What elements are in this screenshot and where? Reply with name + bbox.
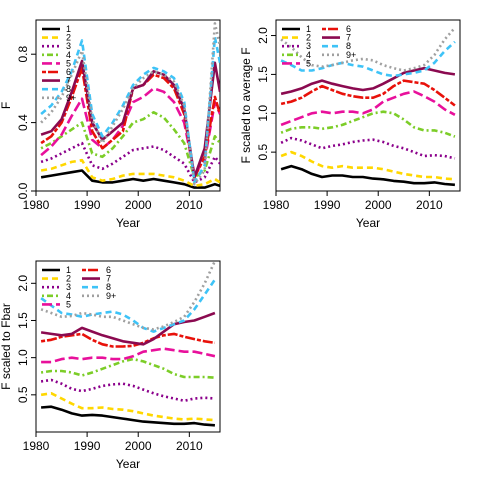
series-line-3: [40, 378, 215, 403]
series-line-4: [40, 111, 220, 179]
legend-label: 7: [66, 76, 71, 86]
series-line-2: [280, 150, 455, 181]
y-tick-label: 1.5: [16, 312, 30, 329]
legend-label: 7: [106, 274, 111, 284]
x-tick-label: 2000: [125, 439, 152, 453]
legend-label: 1: [66, 24, 71, 34]
y-tick-label: 0.5: [16, 386, 30, 403]
series-line-1: [40, 169, 220, 189]
x-axis-label: Year: [116, 457, 140, 471]
y-tick-label: 2.0: [16, 275, 30, 292]
series-line-8: [40, 35, 220, 184]
legend-label: 9+: [66, 93, 76, 103]
y-axis-label: F scaled to Fbar: [0, 303, 13, 390]
y-axis-label: F scaled to average F: [239, 47, 253, 163]
legend-label: 1: [306, 24, 311, 34]
legend-label: 3: [306, 41, 311, 51]
y-tick-label: 0.8: [16, 46, 30, 63]
x-tick-label: 1980: [263, 198, 290, 212]
plot-frame: [35, 260, 221, 433]
legend-label: 6: [66, 67, 71, 77]
series-line-4: [280, 110, 456, 138]
series-line-5: [280, 90, 456, 127]
y-tick-label: 1.0: [256, 105, 270, 122]
legend-label: 8: [66, 84, 71, 94]
x-tick-label: 1980: [23, 439, 50, 453]
series-line-4: [40, 357, 215, 379]
x-axis-label: Year: [356, 216, 380, 230]
legend-label: 7: [346, 33, 351, 43]
legend-label: 9+: [106, 291, 116, 301]
legend-label: 5: [66, 299, 71, 309]
legend-label: 4: [306, 50, 311, 60]
series-line-1: [40, 405, 215, 427]
x-tick-label: 2010: [416, 198, 443, 212]
series-line-7: [280, 66, 456, 96]
chart-panel-2: 1980 1990 2000 2010 0.5 1.0 1.5 2.0 Year F scaled…: [239, 19, 461, 230]
x-tick-label: 1990: [74, 198, 101, 212]
legend-label: 5: [66, 58, 71, 68]
y-tick-label: 1.0: [16, 349, 30, 366]
chart-panel-3: 1980 1990 2000 2010 0.5 1.0 1.5 2.0 Year F scaled…: [0, 260, 221, 471]
legend-label: 8: [346, 41, 351, 51]
series-line-2: [40, 391, 215, 422]
series-line-9+: [40, 22, 220, 186]
legend-label: 9+: [346, 50, 356, 60]
x-tick-label: 2010: [176, 198, 203, 212]
series-line-6: [40, 332, 216, 348]
series-line-6: [280, 79, 456, 107]
series-line-8: [40, 278, 216, 333]
series-line-1: [280, 164, 456, 187]
series-line-3: [280, 136, 456, 160]
series-line-2: [40, 158, 220, 188]
x-tick-label: 1990: [314, 198, 341, 212]
x-axis-label: Year: [116, 216, 140, 230]
x-tick-label: 1980: [23, 198, 50, 212]
series-line-3: [40, 141, 220, 184]
legend-label: 3: [66, 282, 71, 292]
plot-frame: [35, 19, 221, 192]
series-group: [40, 22, 220, 189]
y-axis-label: F: [0, 102, 13, 109]
legend-label: 2: [66, 33, 71, 43]
series-group: [40, 261, 217, 427]
x-tick-label: 1990: [74, 439, 101, 453]
y-tick-label: 0.5: [256, 143, 270, 160]
x-tick-label: 2010: [176, 439, 203, 453]
legend-label: 4: [66, 50, 71, 60]
legend-label: 2: [66, 274, 71, 284]
legend-label: 4: [66, 291, 71, 301]
legend-label: 8: [106, 282, 111, 292]
series-line-5: [40, 87, 220, 176]
y-tick-label: 0.4: [16, 114, 30, 131]
series-line-7: [40, 311, 216, 346]
legend-label: 3: [66, 41, 71, 51]
legend-label: 6: [346, 24, 351, 34]
legend-label: 6: [106, 265, 111, 275]
y-tick-label: 1.5: [256, 66, 270, 83]
y-tick-label: 0.0: [16, 182, 30, 199]
y-tick-label: 2.0: [256, 27, 270, 44]
series-line-5: [41, 347, 216, 364]
series-group: [280, 26, 456, 187]
legend-label: 5: [306, 58, 311, 68]
series-line-9+: [40, 261, 217, 331]
legend-label: 2: [306, 33, 311, 43]
plot-frame: [275, 19, 461, 192]
x-tick-label: 2000: [125, 198, 152, 212]
legend-label: 1: [66, 265, 71, 275]
x-tick-label: 2000: [365, 198, 392, 212]
series-line-8: [280, 40, 456, 78]
